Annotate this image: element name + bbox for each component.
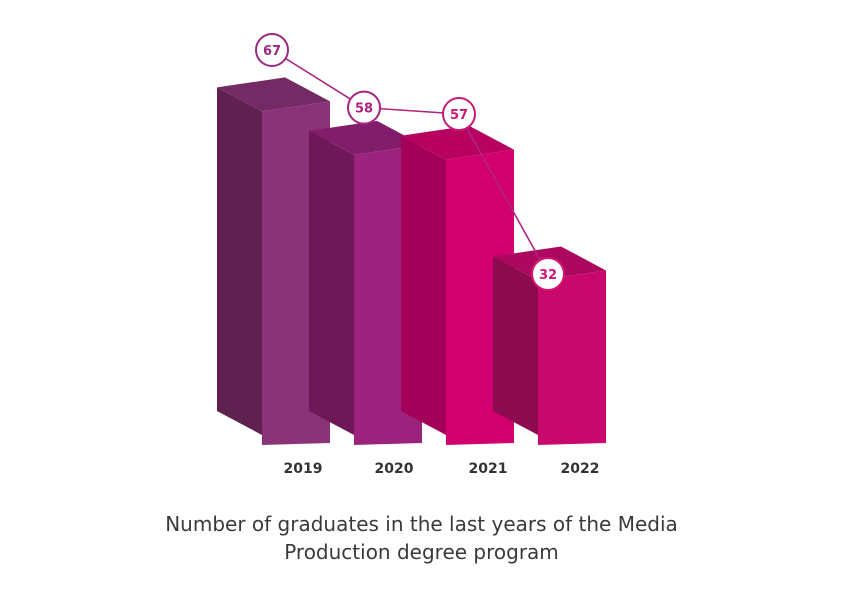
bar-side-face [493, 256, 538, 435]
bar-side-face [309, 130, 354, 436]
value-label-2020: 58 [355, 102, 373, 117]
chart-title-line-2: Production degree program [284, 540, 559, 564]
value-label-2022: 32 [539, 268, 557, 283]
x-tick-label-2020: 2020 [375, 461, 414, 477]
chart-title-line-1: Number of graduates in the last years of… [165, 512, 678, 536]
value-marker-2020 [347, 90, 381, 125]
x-tick-label-2021: 2021 [469, 461, 508, 477]
bars [217, 77, 606, 446]
bar-side-face [401, 135, 446, 435]
value-marker-2022 [531, 257, 565, 291]
bar-top-face [309, 120, 422, 155]
x-tick-label-2019: 2019 [284, 461, 323, 477]
value-marker-2021 [442, 97, 476, 131]
bar-top-face [401, 125, 514, 160]
chart-title: Number of graduates in the last years of… [0, 510, 843, 566]
bar-side-face [217, 87, 262, 435]
x-tick-label-2022: 2022 [561, 461, 600, 477]
value-line [271, 49, 549, 275]
bar-front-face [538, 270, 606, 445]
value-label-2019: 67 [263, 44, 281, 59]
bar-top-face [217, 77, 330, 112]
value-marker-2019 [255, 33, 289, 67]
value-label-2021: 57 [450, 108, 468, 123]
